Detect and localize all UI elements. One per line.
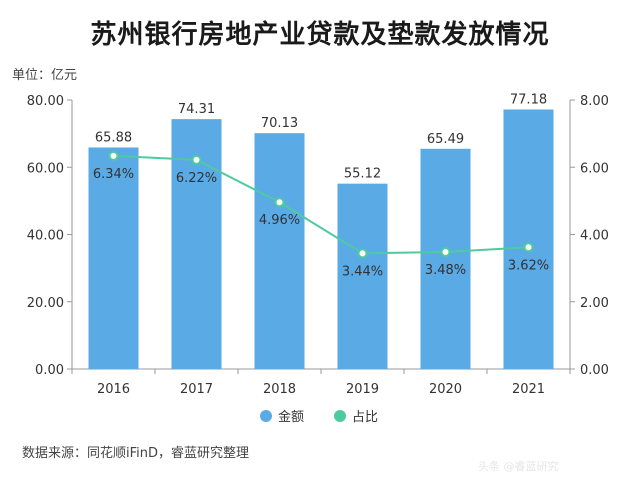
- bar-series: [88, 109, 554, 370]
- y-right-tick-label: 0.00: [580, 363, 609, 378]
- bar: [420, 148, 471, 369]
- ratio-value-label: 3.62%: [508, 258, 549, 273]
- x-tick-label: 2016: [97, 382, 130, 397]
- y-right-tick-label: 6.00: [580, 161, 609, 176]
- y-left-tick-label: 60.00: [27, 161, 64, 176]
- ratio-point: [440, 246, 451, 257]
- bar: [337, 183, 388, 369]
- source-note: 数据来源：同花顺iFinD，睿蓝研究整理: [22, 446, 250, 461]
- bar-value-label: 74.31: [178, 102, 215, 117]
- ratio-value-label: 6.22%: [176, 171, 217, 186]
- bar-value-label: 65.88: [95, 130, 132, 145]
- x-tick-label: 2019: [346, 382, 379, 397]
- data-labels: 65.88 74.31 70.13 55.12 65.49 77.18 6.34% 6.22%…: [93, 92, 549, 279]
- legend-label: 金额: [278, 409, 304, 425]
- x-tick-label: 2021: [512, 382, 545, 397]
- axes: 0.00 20.00 40.00 60.00 80.00 0.00 2.00 4.00 6.00…: [27, 94, 609, 397]
- y-right-tick-label: 2.00: [580, 296, 609, 311]
- bar-value-label: 70.13: [261, 116, 298, 131]
- ratio-value-label: 3.48%: [425, 263, 466, 278]
- y-right-tick-label: 4.00: [580, 229, 609, 244]
- legend-marker-line: [334, 410, 346, 422]
- ratio-point: [108, 150, 119, 161]
- chart-title: 苏州银行房地产业贷款及垫款发放情况: [90, 20, 550, 50]
- ratio-point: [274, 197, 285, 208]
- legend-marker-bar: [260, 410, 272, 422]
- x-tick-label: 2018: [263, 382, 296, 397]
- ratio-value-label: 4.96%: [259, 213, 300, 228]
- unit-label: 单位：亿元: [12, 68, 78, 83]
- ratio-line: [113, 154, 529, 255]
- bar: [254, 133, 305, 369]
- watermark: 头条 @睿蓝研究: [478, 460, 559, 473]
- ratio-point: [357, 248, 368, 259]
- bar-value-label: 77.18: [510, 92, 547, 107]
- bar-value-label: 65.49: [427, 132, 464, 147]
- bar: [503, 109, 554, 370]
- ratio-point: [191, 154, 202, 165]
- ratio-value-label: 3.44%: [342, 264, 383, 279]
- legend-label: 占比: [352, 410, 378, 425]
- ratio-value-label: 6.34%: [93, 167, 134, 182]
- x-tick-label: 2017: [180, 382, 213, 397]
- bar: [88, 147, 139, 369]
- legend: 金额 占比: [260, 409, 378, 425]
- y-left-tick-label: 0.00: [35, 363, 64, 378]
- ratio-point: [523, 242, 534, 253]
- y-left-tick-label: 40.00: [27, 229, 64, 244]
- bar-value-label: 55.12: [344, 167, 381, 182]
- y-right-tick-label: 8.00: [580, 94, 609, 109]
- y-left-tick-label: 20.00: [27, 296, 64, 311]
- line-series: [108, 150, 534, 259]
- x-tick-label: 2020: [429, 382, 462, 397]
- y-left-tick-label: 80.00: [27, 94, 64, 109]
